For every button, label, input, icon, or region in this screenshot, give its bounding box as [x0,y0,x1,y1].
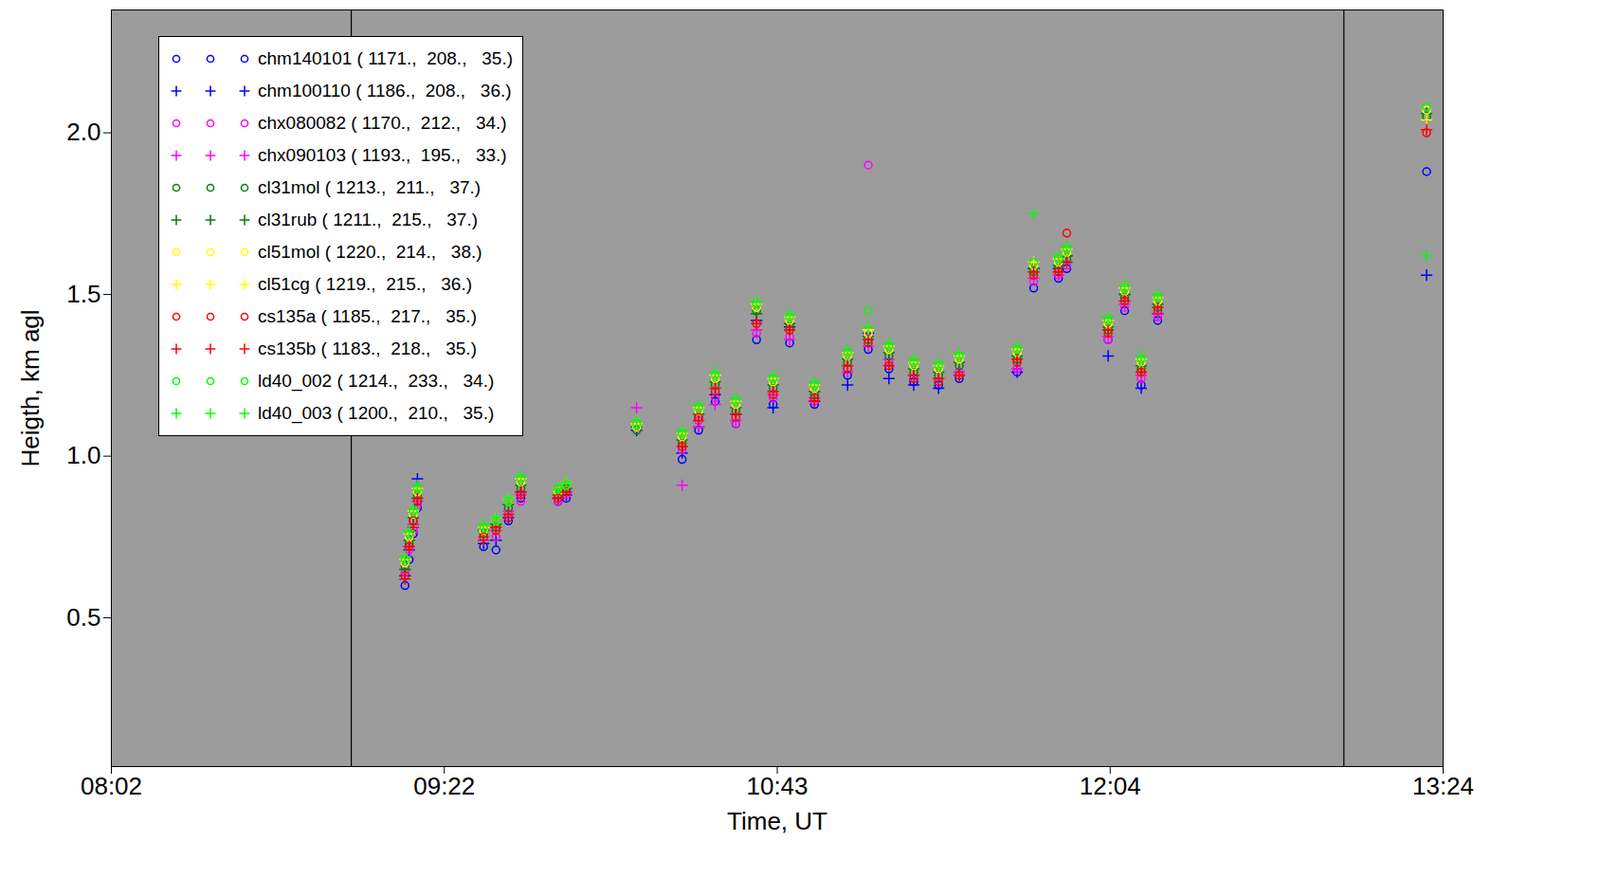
svg-text:Heigth, km agl: Heigth, km agl [16,309,45,467]
html-text:ld40_003 ( 1200., 210., 35.): ld40_003 ( 1200., 210., 35.) [257,402,495,423]
html-text:chx090103 ( 1193., 195., 33.): chx090103 ( 1193., 195., 33.) [257,145,507,165]
html-text:cs135b ( 1183., 218., 35.): cs135b ( 1183., 218., 35.) [257,338,477,359]
svg-text:2.0: 2.0 [66,117,101,146]
html-text:cl31mol ( 1213., 211., 37.): cl31mol ( 1213., 211., 37.) [257,177,481,198]
svg-text:13:24: 13:24 [1412,771,1474,800]
svg-text:08:02: 08:02 [80,771,143,800]
html-text:chm140101 ( 1171., 208., 35.): chm140101 ( 1171., 208., 35.) [257,48,513,69]
svg-text:0.5: 0.5 [66,602,101,632]
html-text:cl51mol ( 1220., 214., 38.): cl51mol ( 1220., 214., 38.) [257,241,483,262]
html-text:cs135a ( 1185., 217., 35.): cs135a ( 1185., 217., 35.) [257,306,477,327]
html-text:ld40_002 ( 1214., 233., 34.): ld40_002 ( 1214., 233., 34.) [257,370,495,391]
svg-text:10:43: 10:43 [745,771,808,800]
svg-text:Time, UT: Time, UT [727,806,828,836]
html-text:chx080082 ( 1170., 212., 34.): chx080082 ( 1170., 212., 34.) [257,112,507,133]
svg-text:12:04: 12:04 [1079,771,1142,800]
html-text:cl51cg ( 1219., 215., 36.): cl51cg ( 1219., 215., 36.) [257,273,473,294]
svg-text:09:22: 09:22 [413,771,475,800]
svg-text:1.0: 1.0 [66,440,101,470]
svg-text:1.5: 1.5 [66,279,101,309]
html-text:chm100110 ( 1186., 208., 36.): chm100110 ( 1186., 208., 36.) [257,80,512,101]
html-text:cl31rub ( 1211., 215., 37.): cl31rub ( 1211., 215., 37.) [257,209,478,230]
